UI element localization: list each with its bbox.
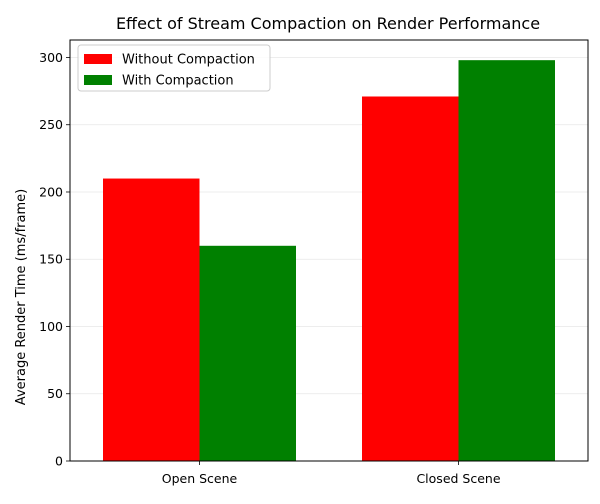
legend-box xyxy=(77,44,271,92)
x-tick-label: Closed Scene xyxy=(416,471,500,486)
bar-without-compaction-closed-scene xyxy=(362,96,459,462)
y-tick-label: 0 xyxy=(55,454,63,469)
legend-label: With Compaction xyxy=(122,74,234,89)
y-axis-ticks: 0 50 100 150 200 250 300 xyxy=(39,50,70,469)
bar-without-compaction-open-scene xyxy=(103,178,200,462)
legend: Without Compaction With Compaction xyxy=(77,44,271,92)
y-tick-label: 150 xyxy=(39,252,63,267)
plot-frame xyxy=(69,39,589,462)
bars xyxy=(103,60,555,462)
y-tick-label: 300 xyxy=(39,50,63,65)
y-tick-label: 200 xyxy=(39,184,63,199)
x-axis-ticks: Open Scene Closed Scene xyxy=(162,461,501,486)
legend-swatch xyxy=(84,54,112,64)
y-tick-label: 50 xyxy=(47,386,63,401)
bar-with-compaction-open-scene xyxy=(199,245,296,461)
legend-label: Without Compaction xyxy=(122,53,255,68)
y-tick-label: 100 xyxy=(39,319,63,334)
chart-title: Effect of Stream Compaction on Render Pe… xyxy=(116,14,540,33)
legend-swatch xyxy=(84,75,112,85)
x-tick-label: Open Scene xyxy=(162,471,238,486)
axes xyxy=(69,39,589,462)
y-axis-label: Average Render Time (ms/frame) xyxy=(14,189,29,405)
bar-with-compaction-closed-scene xyxy=(458,60,555,461)
y-tick-label: 250 xyxy=(39,117,63,132)
